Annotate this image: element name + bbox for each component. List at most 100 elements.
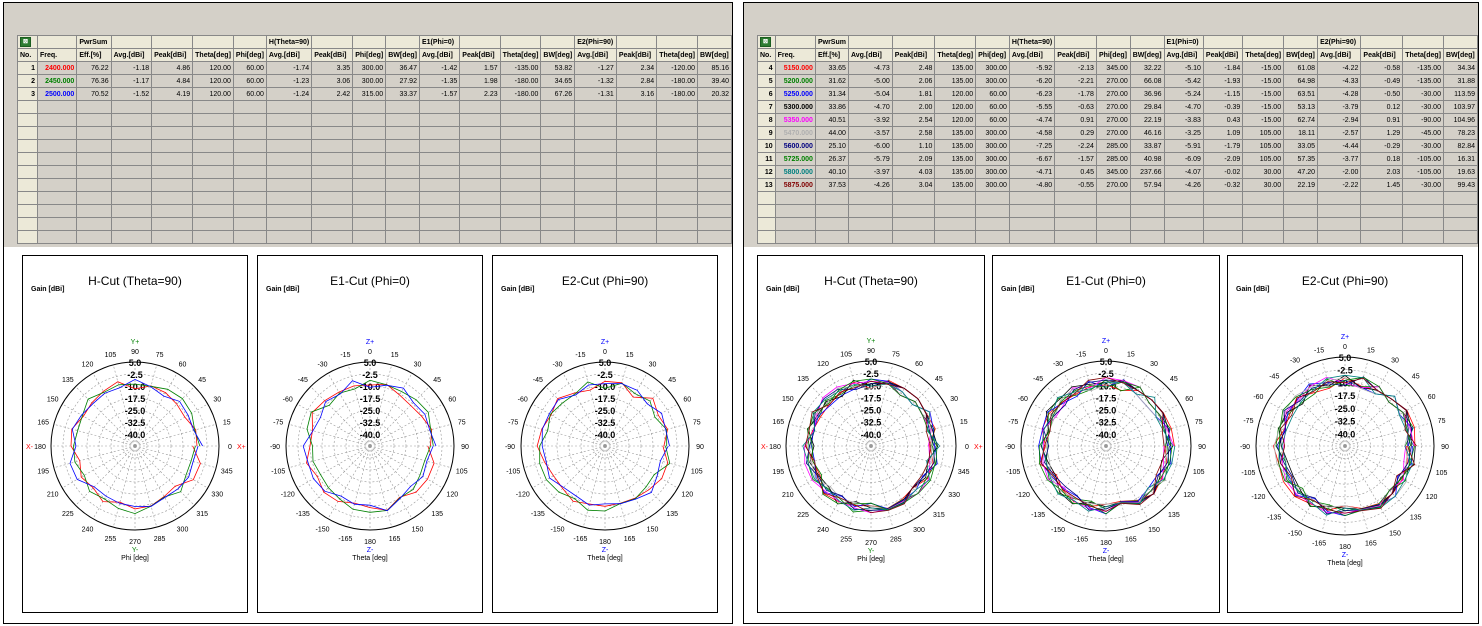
table-cell: -0.58 bbox=[1360, 61, 1404, 75]
table-cell: 61.08 bbox=[1283, 61, 1319, 75]
table-row[interactable]: 11 5725.000 26.37 -5.79 2.09 135.00 300.00 -6.6… bbox=[757, 152, 1478, 166]
table-cell: 32.22 bbox=[1129, 61, 1165, 75]
table-row[interactable] bbox=[757, 191, 1478, 205]
table-cell: -30.00 bbox=[1402, 87, 1444, 101]
table-header-cell: Theta[deg] bbox=[934, 48, 977, 62]
table-row[interactable] bbox=[757, 217, 1478, 231]
pattern-trace bbox=[73, 383, 201, 515]
table-row[interactable] bbox=[757, 204, 1478, 218]
polar-chart: 0 15 30 45 60 75 90 105 120 135 150 165 180 -165 -150 -… bbox=[270, 339, 469, 562]
export-excel-icon[interactable]: ⊠ bbox=[757, 35, 776, 49]
table-cell bbox=[459, 204, 501, 218]
angle-tick-label: 0 bbox=[228, 444, 232, 451]
table-cell: -2.09 bbox=[1202, 152, 1244, 166]
row-number: 4 bbox=[757, 61, 776, 75]
table-row[interactable] bbox=[16, 217, 732, 231]
table-cell: -3.57 bbox=[847, 126, 893, 140]
polar-grid-spoke bbox=[1344, 382, 1409, 447]
table-row[interactable]: 2 2450.000 76.36 -1.17 4.84 120.00 60.00 -1.23 3… bbox=[16, 74, 732, 88]
table-row[interactable] bbox=[16, 139, 732, 153]
polar-grid-spoke bbox=[604, 445, 665, 506]
table-cell bbox=[656, 100, 698, 114]
angle-tick-label: 60 bbox=[915, 361, 923, 368]
table-cell bbox=[499, 139, 542, 153]
table-cell: 19.63 bbox=[1442, 165, 1478, 179]
table-cell bbox=[311, 204, 354, 218]
table-cell bbox=[232, 126, 267, 140]
table-cell: -2.57 bbox=[1317, 126, 1362, 140]
row-number bbox=[16, 230, 39, 244]
table-cell bbox=[574, 204, 617, 218]
export-excel-icon[interactable]: ⊠ bbox=[16, 35, 39, 49]
angle-tick-label: -60 bbox=[1018, 396, 1028, 403]
table-row[interactable] bbox=[16, 191, 732, 205]
table-row[interactable]: 6 5250.000 31.34 -5.04 1.81 120.00 60.00 -6.23-… bbox=[757, 87, 1478, 101]
angle-tick-label: 180 bbox=[1100, 540, 1112, 547]
table-header-cell bbox=[540, 35, 576, 49]
table-cell bbox=[540, 113, 576, 127]
table-header-cell: BW[deg] bbox=[540, 48, 576, 62]
table-row[interactable] bbox=[16, 152, 732, 166]
row-number bbox=[16, 178, 39, 192]
angle-tick-label: 75 bbox=[1195, 419, 1203, 426]
angle-tick-label: 255 bbox=[105, 536, 117, 543]
table-row[interactable]: 4 5150.000 33.65 -4.73 2.48 135.00 300.00 -5.92… bbox=[757, 61, 1478, 75]
table-cell: 104.96 bbox=[1442, 113, 1478, 127]
table-header-cell: Eff.[%] bbox=[76, 48, 112, 62]
results-table[interactable]: ⊠ PwrSum H(Theta=90) E1(Phi=0) E2(Phi=90) No.… bbox=[757, 35, 1478, 244]
table-cell bbox=[540, 230, 576, 244]
table-cell bbox=[265, 113, 313, 127]
plot-title: H-Cut (Theta=90) bbox=[824, 274, 918, 288]
h-cut-plot: H-Cut (Theta=90) Gain [dBi] 90 75 60 45 30 15 0 3… bbox=[757, 255, 985, 613]
table-cell: 270.00 bbox=[1095, 178, 1131, 192]
table-row[interactable]: 3 2500.000 70.52 -1.52 4.19 120.00 60.00 -1.24 2… bbox=[16, 87, 732, 101]
table-cell: -30.00 bbox=[1402, 178, 1444, 192]
table-row[interactable]: 5 5200.000 31.62 -5.00 2.06 135.00 300.00 -6.20… bbox=[757, 74, 1478, 88]
angle-tick-label: 75 bbox=[156, 352, 164, 359]
table-row[interactable] bbox=[16, 178, 732, 192]
angle-tick-label: 180 bbox=[1339, 544, 1351, 551]
table-cell bbox=[1095, 217, 1131, 231]
table-row[interactable] bbox=[16, 126, 732, 140]
pattern-trace bbox=[306, 383, 435, 511]
table-cell bbox=[311, 165, 354, 179]
polar-grid-spoke bbox=[1023, 423, 1107, 447]
table-cell: -4.80 bbox=[1008, 178, 1056, 192]
table-header-cell bbox=[1442, 35, 1478, 49]
table-row[interactable]: 1 2400.000 76.22 -1.18 4.86 120.00 60.00 -1.74 3… bbox=[16, 61, 732, 75]
table-row[interactable] bbox=[16, 204, 732, 218]
table-cell bbox=[696, 152, 732, 166]
table-row[interactable]: 13 5875.000 37.53 -4.26 3.04 135.00 300.00 -4.8… bbox=[757, 178, 1478, 192]
table-cell: -6.67 bbox=[1008, 152, 1056, 166]
row-number: 10 bbox=[757, 139, 776, 153]
table-row[interactable]: 9 5470.000 44.00 -3.57 2.58 135.00 300.00 -4.58… bbox=[757, 126, 1478, 140]
table-cell bbox=[656, 217, 698, 231]
table-cell bbox=[385, 230, 420, 244]
table-row[interactable] bbox=[16, 165, 732, 179]
table-row[interactable] bbox=[757, 230, 1478, 244]
table-row[interactable] bbox=[16, 230, 732, 244]
table-cell bbox=[696, 191, 732, 205]
table-cell bbox=[232, 230, 267, 244]
angle-tick-label: -165 bbox=[573, 536, 587, 543]
table-cell bbox=[151, 230, 194, 244]
axis-top-label: Y+ bbox=[867, 338, 876, 345]
table-row[interactable] bbox=[16, 100, 732, 114]
angle-tick-label: 150 bbox=[647, 526, 659, 533]
radial-tick-label: 5.0 bbox=[1339, 353, 1352, 363]
table-row[interactable]: 8 5350.000 40.51 -3.92 2.54 120.00 60.00 -4.74 0… bbox=[757, 113, 1478, 127]
results-table[interactable]: ⊠ PwrSum H(Theta=90) E1(Phi=0) E2(Phi=90) No.… bbox=[16, 35, 732, 244]
table-cell: 120.00 bbox=[192, 61, 234, 75]
angle-tick-label: 15 bbox=[1367, 347, 1375, 354]
table-row[interactable]: 12 5800.000 40.10 -3.97 4.03 135.00 300.00 -4.7… bbox=[757, 165, 1478, 179]
table-cell: -180.00 bbox=[656, 74, 698, 88]
table-cell: 22.19 bbox=[1129, 113, 1165, 127]
table-cell: -4.22 bbox=[1317, 61, 1362, 75]
table-cell bbox=[192, 139, 234, 153]
table-row[interactable]: 7 5300.000 33.86 -4.70 2.00 120.00 60.00 -5.55-… bbox=[757, 100, 1478, 114]
table-row[interactable]: 10 5600.000 25.10 -6.00 1.10 135.00 300.00 -7.2… bbox=[757, 139, 1478, 153]
angle-tick-label: 135 bbox=[62, 377, 74, 384]
radial-tick-label: -17.5 bbox=[360, 394, 381, 404]
table-cell: -4.26 bbox=[1163, 178, 1204, 192]
table-row[interactable] bbox=[16, 113, 732, 127]
